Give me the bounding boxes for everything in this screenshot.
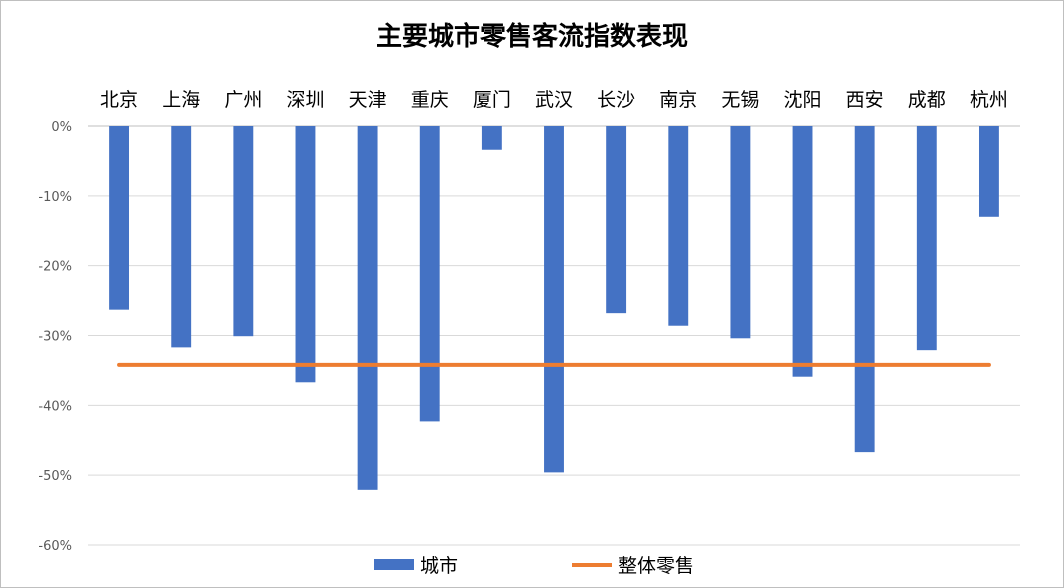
bar xyxy=(916,126,937,351)
category-label: 武汉 xyxy=(535,89,573,111)
bar xyxy=(606,126,627,314)
y-tick-label: -10% xyxy=(38,190,72,205)
legend-label: 整体零售 xyxy=(618,555,694,577)
bar xyxy=(233,126,254,337)
bar xyxy=(419,126,440,422)
category-label: 沈阳 xyxy=(784,89,822,111)
category-label: 成都 xyxy=(908,89,946,111)
category-label: 杭州 xyxy=(970,89,1008,111)
y-tick-label: 0% xyxy=(51,120,72,135)
category-label: 长沙 xyxy=(597,89,635,111)
legend-label: 城市 xyxy=(420,555,458,577)
bar xyxy=(730,126,751,339)
category-label: 南京 xyxy=(659,89,697,111)
category-label: 深圳 xyxy=(286,89,324,111)
category-label: 重庆 xyxy=(411,89,449,111)
bar xyxy=(171,126,192,348)
bar xyxy=(295,126,316,383)
category-label: 广州 xyxy=(224,89,262,111)
bar xyxy=(854,126,875,453)
bar xyxy=(544,126,564,473)
y-axis-ticks: 0% -10% -20% -30% -40% -50% -60% xyxy=(38,120,72,554)
category-label: 无锡 xyxy=(721,89,759,111)
category-label: 上海 xyxy=(162,89,200,111)
bar xyxy=(109,126,130,310)
category-label: 天津 xyxy=(349,89,387,111)
bar xyxy=(792,126,813,377)
bar xyxy=(668,126,689,326)
category-label: 厦门 xyxy=(473,89,511,111)
y-tick-label: -60% xyxy=(38,539,72,554)
chart-title: 主要城市零售客流指数表现 xyxy=(375,22,688,52)
category-label: 西安 xyxy=(846,89,884,111)
bar xyxy=(481,126,502,150)
y-tick-label: -50% xyxy=(38,469,72,484)
bar xyxy=(357,126,378,490)
y-tick-label: -40% xyxy=(38,399,72,414)
bar xyxy=(978,126,999,217)
y-tick-label: -30% xyxy=(38,330,72,345)
legend: 城市 整体零售 xyxy=(374,555,694,577)
category-labels: 北京 上海 广州 深圳 天津 重庆 厦门 武汉 长沙 南京 无锡 沈阳 西安 成都 杭州 xyxy=(100,89,1008,111)
bar-series xyxy=(109,126,999,490)
y-tick-label: -20% xyxy=(38,260,72,275)
category-label: 北京 xyxy=(100,89,138,111)
legend-swatch-bar xyxy=(374,559,414,570)
